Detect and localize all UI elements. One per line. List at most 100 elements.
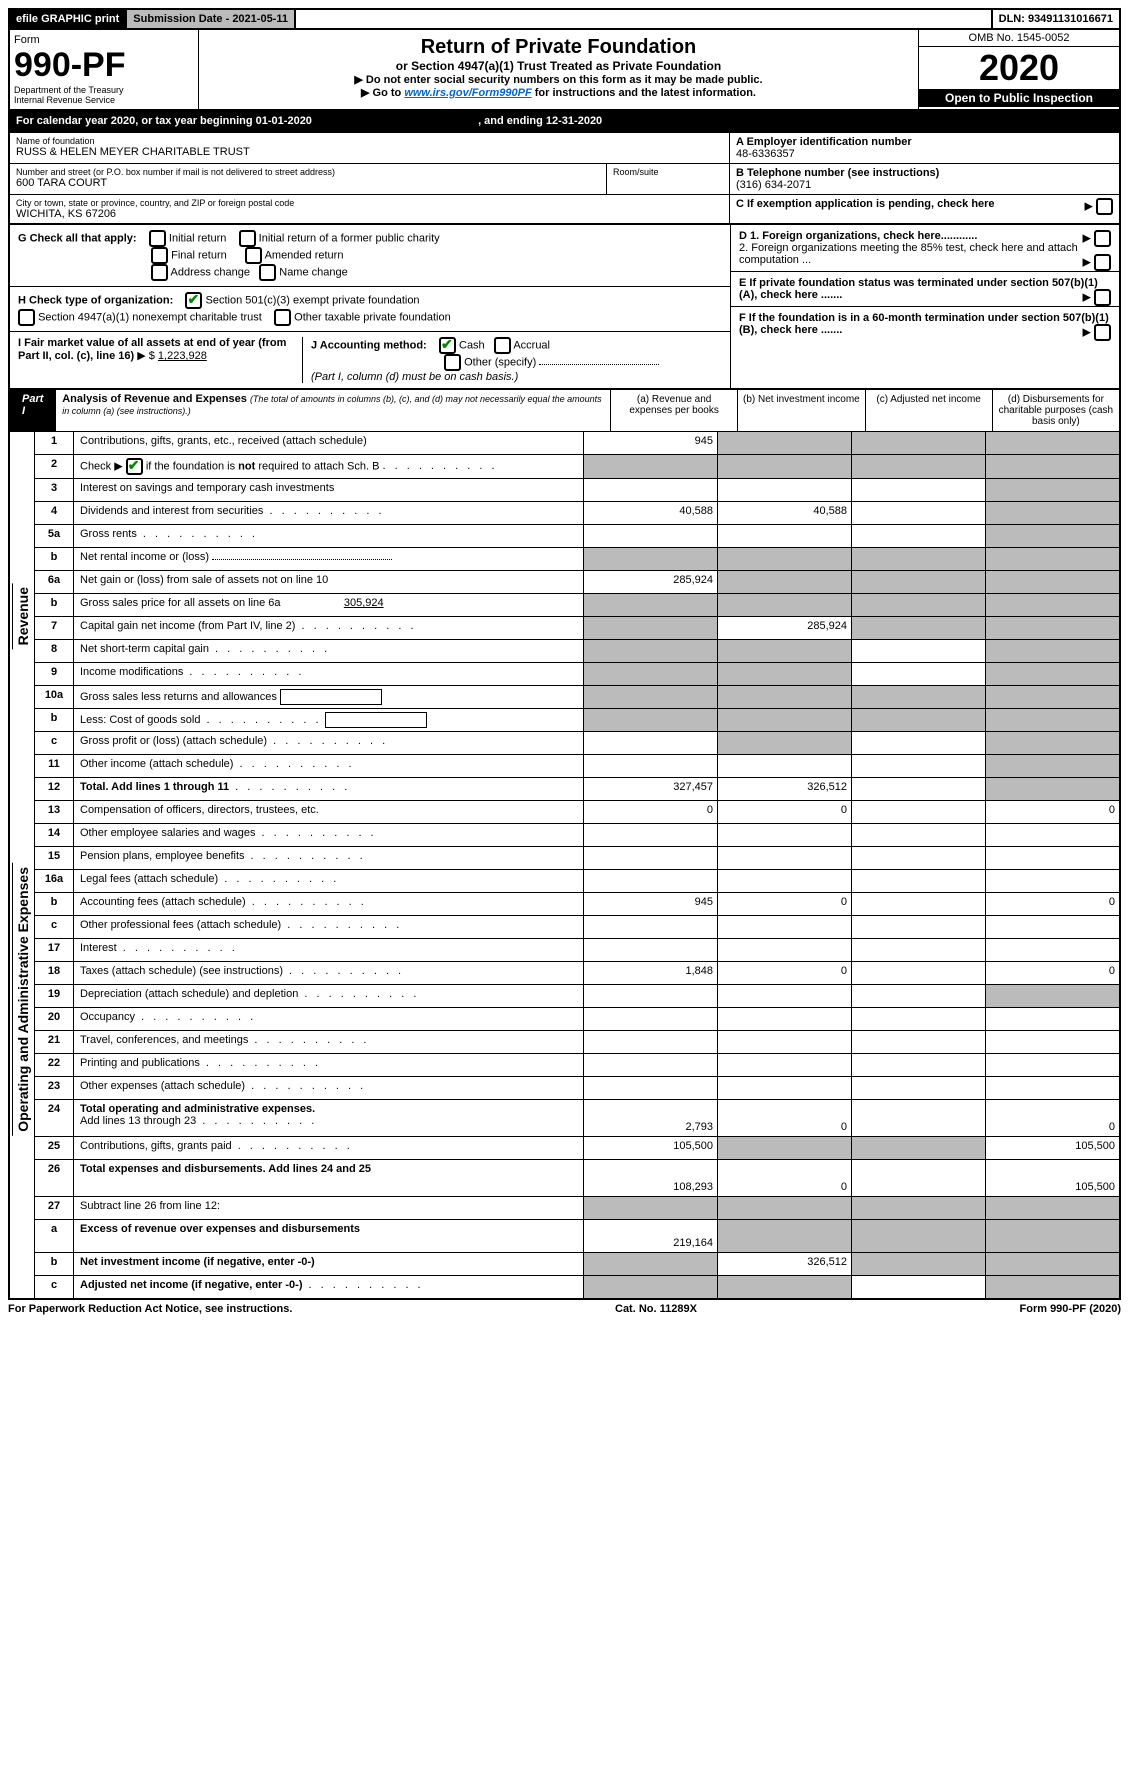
val-c (851, 640, 985, 662)
city-label: City or town, state or province, country… (16, 198, 723, 208)
d1-label: D 1. Foreign organizations, check here..… (739, 230, 977, 242)
line-no: a (35, 1220, 74, 1252)
col-b-head: (b) Net investment income (737, 390, 864, 431)
val-a (583, 1031, 717, 1053)
g-final-checkbox[interactable] (151, 247, 168, 264)
line-no: 11 (35, 755, 74, 777)
line-16c: c Other professional fees (attach schedu… (35, 916, 1119, 939)
part1-box: Part I Analysis of Revenue and Expenses … (8, 390, 1121, 1300)
h-501c3-checkbox[interactable] (185, 292, 202, 309)
g-opt-4: Address change (171, 266, 251, 278)
val-a: 285,924 (583, 571, 717, 593)
line-no: 8 (35, 640, 74, 662)
i-value: 1,223,928 (158, 350, 207, 362)
val-a (583, 824, 717, 846)
line-3: 3 Interest on savings and temporary cash… (35, 479, 1119, 502)
info-section: Name of foundation RUSS & HELEN MEYER CH… (8, 133, 1121, 225)
val-a (583, 1276, 717, 1298)
line-desc: Less: Cost of goods sold (74, 709, 583, 731)
val-d (985, 824, 1119, 846)
val-b (717, 1031, 851, 1053)
val-a (583, 1253, 717, 1275)
val-b (717, 985, 851, 1007)
val-d (985, 548, 1119, 570)
c-checkbox[interactable] (1096, 198, 1113, 215)
line-no: c (35, 1276, 74, 1298)
val-a: 327,457 (583, 778, 717, 800)
city-cell: City or town, state or province, country… (10, 195, 730, 223)
expenses-section: Operating and Administrative Expenses 13… (10, 801, 1119, 1197)
val-a (583, 1077, 717, 1099)
line-desc: Total operating and administrative expen… (74, 1100, 583, 1136)
line-desc: Occupancy (74, 1008, 583, 1030)
addr-value: 600 TARA COURT (16, 177, 600, 189)
val-b: 326,512 (717, 778, 851, 800)
line-10a: 10a Gross sales less returns and allowan… (35, 686, 1119, 709)
g-amended-checkbox[interactable] (245, 247, 262, 264)
f-row: F If the foundation is in a 60-month ter… (731, 307, 1119, 341)
j-accrual-checkbox[interactable] (494, 337, 511, 354)
bottom-side (10, 1197, 35, 1298)
goto-pre: Go to (373, 87, 405, 99)
val-a (583, 525, 717, 547)
line-desc: Gross rents (74, 525, 583, 547)
val-d (985, 594, 1119, 616)
col-c-head: (c) Adjusted net income (865, 390, 992, 431)
val-d: 0 (985, 893, 1119, 915)
val-b (717, 824, 851, 846)
line-no: 12 (35, 778, 74, 800)
arrow-icon (361, 87, 373, 99)
val-b (717, 455, 851, 478)
d1-checkbox[interactable] (1094, 230, 1111, 247)
line-10b: b Less: Cost of goods sold (35, 709, 1119, 732)
g-initial-checkbox[interactable] (149, 230, 166, 247)
val-a: 0 (583, 801, 717, 823)
cal-end: 12-31-2020 (546, 115, 602, 127)
val-b (717, 870, 851, 892)
line-no: 15 (35, 847, 74, 869)
val-a (583, 594, 717, 616)
h-other-checkbox[interactable] (274, 309, 291, 326)
val-c (851, 709, 985, 731)
line-desc: Interest on savings and temporary cash i… (74, 479, 583, 501)
j-other-checkbox[interactable] (444, 354, 461, 371)
line-4: 4 Dividends and interest from securities… (35, 502, 1119, 525)
val-d (985, 663, 1119, 685)
line-6a: 6a Net gain or (loss) from sale of asset… (35, 571, 1119, 594)
line-desc: Legal fees (attach schedule) (74, 870, 583, 892)
val-d (985, 1077, 1119, 1099)
form-word: Form (14, 34, 194, 46)
g-initial-former-checkbox[interactable] (239, 230, 256, 247)
j-cash-checkbox[interactable] (439, 337, 456, 354)
f-checkbox[interactable] (1094, 324, 1111, 341)
val-a (583, 985, 717, 1007)
line-no: c (35, 916, 74, 938)
e-checkbox[interactable] (1094, 289, 1111, 306)
d2-checkbox[interactable] (1094, 254, 1111, 271)
g-opt-5: Name change (279, 266, 348, 278)
h-4947-checkbox[interactable] (18, 309, 35, 326)
g-name-checkbox[interactable] (259, 264, 276, 281)
efile-btn[interactable]: efile GRAPHIC print (10, 10, 127, 28)
ein-cell: A Employer identification number 48-6336… (730, 133, 1119, 164)
val-b (717, 847, 851, 869)
line-desc: Compensation of officers, directors, tru… (74, 801, 583, 823)
irs-link[interactable]: www.irs.gov/Form990PF (404, 87, 531, 99)
d-row: D 1. Foreign organizations, check here..… (731, 225, 1119, 272)
line-desc: Other income (attach schedule) (74, 755, 583, 777)
line-no: 1 (35, 432, 74, 454)
l2-checkbox[interactable] (126, 458, 143, 475)
open-public: Open to Public Inspection (919, 89, 1119, 107)
g-address-checkbox[interactable] (151, 264, 168, 281)
val-a (583, 870, 717, 892)
line-17: 17 Interest (35, 939, 1119, 962)
line-desc: Interest (74, 939, 583, 961)
line-19: 19 Depreciation (attach schedule) and de… (35, 985, 1119, 1008)
cal-mid: , and ending (478, 115, 546, 127)
note-ssn: Do not enter social security numbers on … (205, 73, 912, 86)
line-desc: Total. Add lines 1 through 11 (74, 778, 583, 800)
g-opt-0: Initial return (169, 232, 226, 244)
line-no: 16a (35, 870, 74, 892)
dept: Department of the Treasury (14, 85, 194, 95)
line-18: 18 Taxes (attach schedule) (see instruct… (35, 962, 1119, 985)
